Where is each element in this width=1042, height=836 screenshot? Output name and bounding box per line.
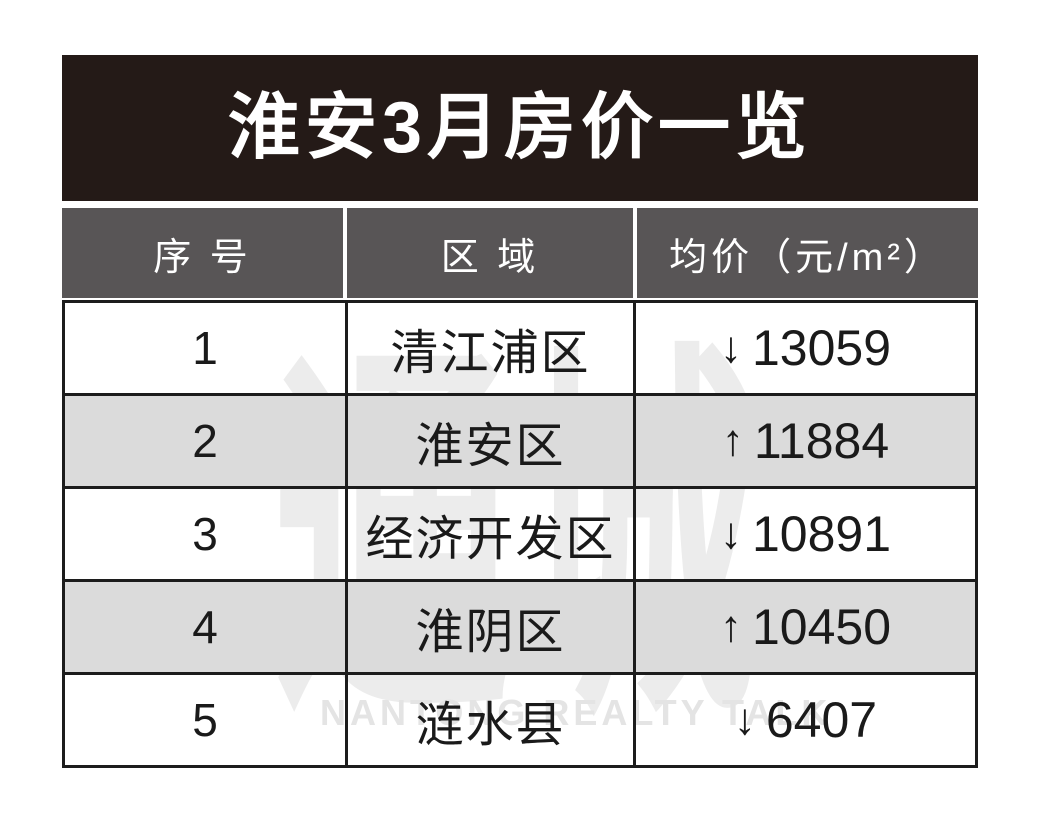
- table-header-row: 序 号 区 域 均价（元/m²）: [62, 208, 978, 298]
- arrow-down-icon: ↓: [733, 695, 756, 744]
- table-price-cell: ↓ 6407: [636, 675, 975, 765]
- table-row-number-cell: 4: [65, 582, 348, 675]
- page-title: 淮安3月房价一览: [227, 88, 813, 168]
- watermark-text: NANTONG REALTY TALK: [320, 692, 832, 733]
- table-body: 1 清江浦区 ↓ 13059 2 淮安区 ↑ 11884 3 经济开发区 ↓ 1…: [62, 300, 978, 768]
- arrow-down-icon: ↓: [719, 509, 742, 558]
- table-region-cell: 淮阴区: [348, 582, 636, 675]
- table-row-number-cell: 2: [65, 396, 348, 489]
- price-value: 10891: [751, 506, 892, 562]
- table-price-cell: ↓ 13059: [636, 303, 975, 396]
- price-value: 10450: [751, 599, 892, 655]
- table-region-cell: 清江浦区: [348, 303, 636, 396]
- table-row-number-cell: 3: [65, 489, 348, 582]
- price-value: 13059: [751, 320, 892, 376]
- table-region-cell: 经济开发区: [348, 489, 636, 582]
- column-header-price: 均价（元/m²）: [637, 208, 978, 298]
- arrow-down-icon: ↓: [719, 323, 742, 372]
- column-header-index: 序 号: [62, 208, 343, 298]
- title-band: 淮安3月房价一览: [62, 55, 978, 201]
- arrow-up-icon: ↑: [719, 602, 742, 651]
- table-price-cell: ↓ 10891: [636, 489, 975, 582]
- table-row-number-cell: 1: [65, 303, 348, 396]
- price-value: 11884: [753, 413, 890, 469]
- price-value: 6407: [765, 692, 878, 748]
- table-price-cell: ↑ 10450: [636, 582, 975, 675]
- table-region-cell: 淮安区: [348, 396, 636, 489]
- column-header-region: 区 域: [347, 208, 633, 298]
- table-region-cell: 涟水县: [348, 675, 636, 765]
- table-price-cell: ↑ 11884: [636, 396, 975, 489]
- table-row-number-cell: 5: [65, 675, 348, 765]
- price-table-poster: 淮安3月房价一览 序 号 区 域 均价（元/m²） 1 清江浦区 ↓ 13059…: [62, 55, 978, 768]
- arrow-up-icon: ↑: [721, 416, 744, 465]
